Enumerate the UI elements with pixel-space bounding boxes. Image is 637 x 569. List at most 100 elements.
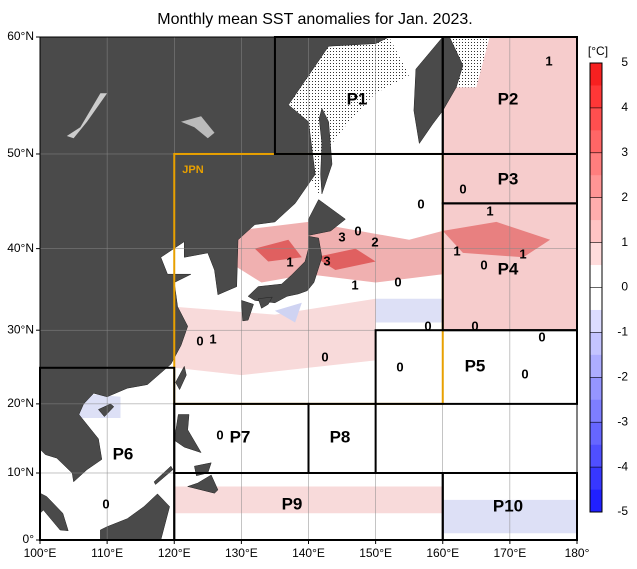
colorbar-segment bbox=[590, 309, 602, 333]
land bbox=[153, 465, 174, 485]
contour-label: 0 bbox=[459, 181, 466, 196]
region-label: P5 bbox=[465, 356, 486, 375]
contour-label: 0 bbox=[396, 359, 403, 374]
contour-label: 1 bbox=[519, 246, 526, 261]
contour-label: 1 bbox=[351, 277, 358, 292]
contour-label: 1 bbox=[209, 331, 216, 346]
map-title: Monthly mean SST anomalies for Jan. 2023… bbox=[157, 11, 472, 28]
colorbar-segment bbox=[590, 85, 602, 109]
region-label: JPN bbox=[182, 164, 203, 176]
region-label: P2 bbox=[498, 89, 519, 108]
lake bbox=[66, 93, 108, 139]
lat-tick-label: 30°N bbox=[7, 322, 34, 336]
region-label: P9 bbox=[282, 494, 303, 513]
land bbox=[257, 296, 273, 309]
colorbar-segment bbox=[590, 152, 602, 176]
land bbox=[40, 37, 390, 483]
region-label: P8 bbox=[330, 427, 351, 446]
lon-tick-label: 110°E bbox=[91, 546, 123, 560]
lon-tick-label: 150°E bbox=[359, 546, 392, 560]
colorbar-segment bbox=[590, 265, 602, 288]
colorbar-segment bbox=[590, 130, 602, 154]
contour-label: 0 bbox=[521, 366, 528, 381]
region-label: P10 bbox=[493, 496, 523, 515]
lon-tick-label: 180° bbox=[565, 546, 590, 560]
colorbar-tick-label: -5 bbox=[617, 504, 628, 518]
land bbox=[318, 107, 333, 194]
colorbar-segment bbox=[590, 377, 602, 401]
anomaly-shade bbox=[274, 302, 302, 323]
lon-tick-label: 170°E bbox=[493, 546, 526, 560]
region-label: P3 bbox=[498, 169, 519, 188]
region-box bbox=[374, 329, 578, 405]
contour-label: 0 bbox=[538, 329, 545, 344]
colorbar-segment bbox=[590, 197, 602, 221]
lon-tick-label: 120°E bbox=[158, 546, 191, 560]
colorbar-unit: [°C] bbox=[588, 44, 608, 58]
contour-label: 0 bbox=[394, 274, 401, 289]
colorbar-segment bbox=[590, 354, 602, 378]
land bbox=[308, 199, 346, 236]
anomaly-shade bbox=[174, 298, 376, 376]
colorbar-tick-label: -3 bbox=[617, 414, 628, 428]
lat-tick-label: 40°N bbox=[7, 241, 34, 255]
colorbar-segment bbox=[590, 422, 602, 445]
contour-label: 0 bbox=[480, 257, 487, 272]
colorbar-tick-label: -1 bbox=[617, 325, 628, 339]
contour-label: 1 bbox=[286, 254, 293, 269]
colorbar-segment bbox=[590, 63, 602, 86]
colorbar-segment bbox=[590, 332, 602, 356]
contour-label: 0 bbox=[216, 427, 223, 442]
sea-ice bbox=[281, 37, 410, 185]
contour-label: 0 bbox=[321, 349, 328, 364]
colorbar-tick-label: -2 bbox=[617, 369, 628, 383]
anomaly-shade bbox=[234, 221, 443, 283]
contour-label: 1 bbox=[486, 203, 493, 218]
lat-tick-label: 10°N bbox=[7, 465, 34, 479]
lake bbox=[181, 116, 215, 139]
lat-tick-label: 60°N bbox=[7, 29, 34, 43]
colorbar-tick-label: 5 bbox=[621, 55, 628, 69]
region-label: P7 bbox=[230, 427, 251, 446]
colorbar-tick-label: 3 bbox=[621, 145, 628, 159]
anomaly-shade bbox=[254, 239, 302, 262]
land bbox=[97, 403, 115, 417]
region-label: P6 bbox=[113, 444, 134, 463]
land bbox=[100, 493, 170, 540]
lon-tick-label: 130°E bbox=[225, 546, 258, 560]
colorbar-segment bbox=[590, 107, 602, 131]
colorbar-tick-label: 4 bbox=[621, 100, 628, 114]
overlay: 100°E 110°E 120°E 130°E 140°E 150°E 160°E 170°E… bbox=[7, 29, 628, 560]
colorbar-segment bbox=[590, 399, 602, 423]
land bbox=[175, 365, 187, 391]
lat-tick-label: 0° bbox=[23, 532, 35, 546]
contour-label: 0 bbox=[354, 223, 361, 238]
colorbar-segment bbox=[590, 220, 602, 243]
lon-tick-label: 160°E bbox=[426, 546, 459, 560]
anomaly-shade bbox=[315, 248, 376, 270]
colorbar-tick-label: 2 bbox=[621, 190, 628, 204]
region-box bbox=[441, 471, 578, 541]
contour-label: 0 bbox=[102, 496, 109, 511]
colorbar-tick-label: 1 bbox=[621, 235, 628, 249]
lat-tick-label: 20°N bbox=[7, 396, 34, 410]
contour-label: 0 bbox=[417, 196, 424, 211]
contour-label: 3 bbox=[323, 253, 330, 268]
land bbox=[186, 474, 219, 494]
colorbar-segment bbox=[590, 287, 602, 311]
contour-label: 0 bbox=[424, 318, 431, 333]
anomaly-shade bbox=[375, 298, 443, 323]
contour-label: 3 bbox=[338, 229, 345, 244]
region-label: P4 bbox=[498, 259, 519, 278]
colorbar-segment bbox=[590, 175, 602, 198]
colorbar-segment bbox=[590, 489, 602, 513]
contour-label: 1 bbox=[453, 243, 460, 258]
land bbox=[413, 37, 444, 145]
contour-label: 0 bbox=[196, 333, 203, 348]
map-area bbox=[40, 37, 577, 540]
contour-label: 1 bbox=[545, 53, 552, 68]
lat-tick-label: 50°N bbox=[7, 146, 34, 160]
lon-tick-label: 140°E bbox=[292, 546, 325, 560]
colorbar-segment bbox=[590, 467, 602, 490]
